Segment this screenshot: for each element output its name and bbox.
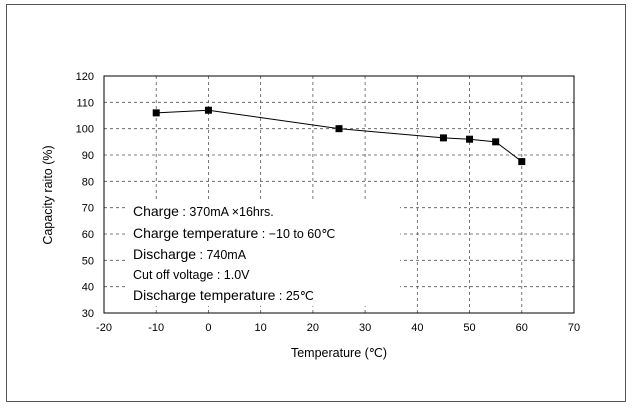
y-tick-label: 50 xyxy=(82,255,94,267)
y-tick-label: 120 xyxy=(76,71,94,83)
condition-charge-temperature: Charge temperature : −10 to 60℃ xyxy=(133,225,335,241)
series-layer xyxy=(152,106,526,166)
condition-charge: Charge : 370mA ×16hrs. xyxy=(133,203,274,219)
condition-discharge-temperature: Discharge temperature : 25℃ xyxy=(133,287,314,303)
y-tick-label: 60 xyxy=(82,229,94,241)
x-tick-label: 50 xyxy=(463,322,475,334)
y-tick-labels: 30 40 50 60 70 80 90 100 110 120 xyxy=(76,71,94,320)
plot-border xyxy=(103,75,575,314)
x-tick-labels: -20 -10 0 10 20 30 40 50 60 70 xyxy=(96,322,580,334)
y-tick-label: 110 xyxy=(76,97,94,109)
x-tick-label: -10 xyxy=(148,322,164,334)
data-point-marker xyxy=(335,125,343,133)
x-tick-label: -20 xyxy=(96,322,112,334)
y-tick-label: 40 xyxy=(82,282,94,294)
x-axis-title: Temperature (℃) xyxy=(291,346,387,360)
x-tick-label: 20 xyxy=(307,322,319,334)
y-tick-label: 100 xyxy=(76,124,94,136)
data-point-marker xyxy=(518,158,526,166)
y-tick-label: 30 xyxy=(82,308,94,320)
y-tick-label: 90 xyxy=(82,150,94,162)
x-tick-label: 60 xyxy=(516,322,528,334)
x-tick-label: 0 xyxy=(205,322,211,334)
x-tick-label: 30 xyxy=(359,322,371,334)
conditions-panel-bg xyxy=(128,200,400,306)
test-conditions-panel: Charge : 370mA ×16hrs. Charge temperatur… xyxy=(128,200,400,306)
condition-discharge: Discharge : 740mA xyxy=(133,246,247,262)
data-point-marker xyxy=(466,135,474,143)
y-axis-title: Capacity raito (%) xyxy=(41,145,55,244)
condition-cutoff-voltage: Cut off voltage : 1.0V xyxy=(133,268,250,282)
data-point-marker xyxy=(152,109,160,117)
x-tick-label: 10 xyxy=(255,322,267,334)
x-tick-label: 70 xyxy=(568,322,580,334)
y-tick-label: 80 xyxy=(82,176,94,188)
data-point-marker xyxy=(439,134,447,142)
data-point-marker xyxy=(204,106,212,114)
data-point-marker xyxy=(492,138,500,146)
y-tick-label: 70 xyxy=(82,203,94,215)
x-tick-label: 40 xyxy=(411,322,423,334)
